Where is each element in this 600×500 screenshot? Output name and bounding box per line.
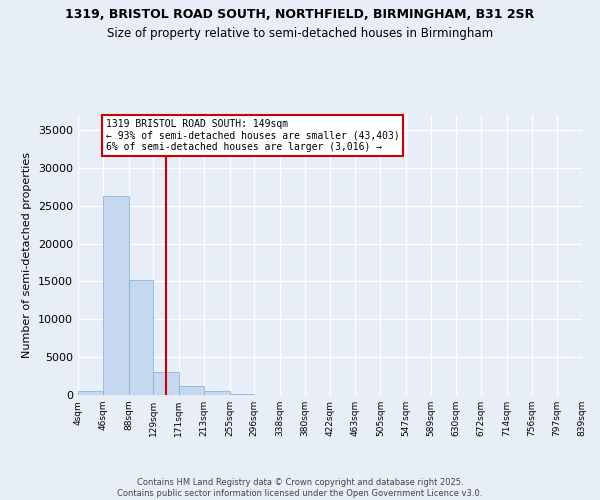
Text: 1319, BRISTOL ROAD SOUTH, NORTHFIELD, BIRMINGHAM, B31 2SR: 1319, BRISTOL ROAD SOUTH, NORTHFIELD, BI…	[65, 8, 535, 20]
Bar	[78, 392, 103, 395]
Text: 1319 BRISTOL ROAD SOUTH: 149sqm
← 93% of semi-detached houses are smaller (43,40: 1319 BRISTOL ROAD SOUTH: 149sqm ← 93% of…	[106, 119, 400, 152]
Bar	[179, 386, 204, 395]
Bar	[129, 280, 154, 395]
Bar	[230, 394, 254, 395]
Bar	[103, 196, 129, 395]
Bar	[204, 392, 230, 395]
Y-axis label: Number of semi-detached properties: Number of semi-detached properties	[22, 152, 32, 358]
Bar	[154, 372, 179, 395]
Text: Contains HM Land Registry data © Crown copyright and database right 2025.
Contai: Contains HM Land Registry data © Crown c…	[118, 478, 482, 498]
Text: Size of property relative to semi-detached houses in Birmingham: Size of property relative to semi-detach…	[107, 28, 493, 40]
